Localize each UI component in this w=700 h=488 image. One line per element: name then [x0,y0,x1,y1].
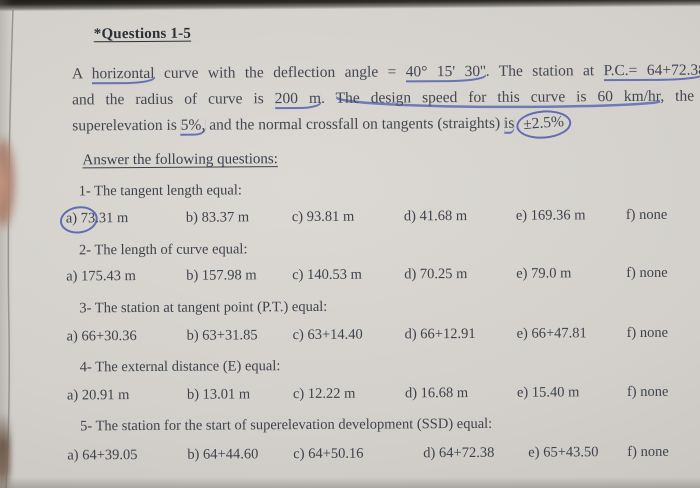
option-q1-d: d) 41.68 m [403,208,468,225]
document-title: *Questions 1-5 [93,25,192,43]
pen-underlined-text: P.C.= 64+72.38 [604,62,700,80]
pen-underlined-text: 40° 15' 30'' [405,62,486,81]
option-q3-a: a) 66+30.36 [66,328,137,345]
option-q5-f: f) none [627,443,669,461]
option-q3-f: f) none [626,324,669,342]
option-q3-d: d) 66+12.91 [404,325,476,343]
text-segment: A [71,65,92,83]
option-q2-b: b) 157.98 m [186,267,257,284]
option-q1-c: c) 93.81 m [291,208,355,226]
option-q2-c: c) 140.53 m [292,266,362,284]
option-q2-e: e) 79.0 m [516,265,572,282]
question-1-options: a) 73.31 m b) 83.37 m c) 93.81 m d) 41.6… [0,207,700,231]
pen-circled-text: ±2.5% [515,108,573,141]
question-3-options: a) 66+30.36 b) 63+31.85 c) 63+14.40 d) 6… [1,325,700,349]
option-q5-a: a) 64+39.05 [67,447,138,464]
paragraph-line-1: A horizontal curve with the deflection a… [72,60,700,85]
option-q3-e: e) 66+47.81 [516,325,587,342]
question-2-options: a) 175.43 m b) 157.98 m c) 140.53 m d) 7… [0,265,700,289]
option-q4-d: d) 16.68 m [404,384,469,402]
option-q1-f: f) none [625,206,668,224]
option-q3-b: b) 63+31.85 [186,327,258,344]
text-segment: . [320,89,336,107]
pen-underlined-text: is [503,114,515,132]
option-q1-b: b) 83.37 m [185,209,250,226]
finger-at-left-edge [0,138,15,228]
option-q1-e: e) 169.36 m [515,207,586,224]
photo-bottom-shadow [0,477,700,488]
pen-underlined-text: horizontal [91,64,155,83]
text-segment: and the normal crossfall on tangents (st… [205,114,505,134]
pen-underlined-text: The design speed for this curve is 60 km… [335,87,661,107]
option-q2-a: a) 175.43 m [66,268,136,285]
pen-underlined-text: 200 m [274,89,322,108]
text-segment: superelevation is [72,116,181,135]
text-segment: . The station at [485,62,604,80]
question-5-options: a) 64+39.05 b) 64+44.60 c) 64+50.16 d) 6… [1,444,700,468]
option-q5-d: d) 64+72.38 [423,444,495,462]
option-q4-a: a) 20.91 m [66,387,130,404]
option-q3-c: c) 63+14.40 [292,326,363,344]
pen-circle-around-option-a [58,203,100,236]
option-q4-c: c) 12.22 m [292,385,356,403]
question-1-text: 1- The tangent length equal: [78,182,242,200]
option-q2-d: d) 70.25 m [404,266,468,283]
option-q4-f: f) none [626,383,669,401]
option-q4-e: e) 15.40 m [516,384,580,401]
question-3-text: 3- The station at tangent point (P.T.) e… [79,298,328,317]
option-q4-b: b) 13.01 m [186,386,251,403]
option-q5-b: b) 64+44.60 [187,446,259,463]
option-q5-e: e) 65+43.50 [528,444,599,461]
question-2-text: 2- The length of curve equal: [78,241,248,259]
option-q5-c: c) 64+50.16 [293,445,364,463]
answer-heading: Answer the following questions: [82,151,278,169]
option-q2-f: f) none [626,264,668,282]
paragraph-line-2: and the radius of curve is 200 m. The de… [72,86,694,111]
question-4-text: 4- The external distance (E) equal: [79,358,281,376]
paragraph-line-3: superelevation is 5%, and the normal cro… [72,108,700,141]
question-5-text: 5- The station for the start of superele… [80,415,493,435]
text-segment: curve with the deflection angle = [154,63,406,82]
pen-underlined-text: 5%, [180,116,206,134]
bottom-left-smudge [0,412,10,488]
question-4-options: a) 20.91 m b) 13.01 m c) 12.22 m d) 16.6… [1,384,700,408]
text-segment: and the radius of curve is [72,90,275,109]
text-segment: , the [660,87,695,105]
